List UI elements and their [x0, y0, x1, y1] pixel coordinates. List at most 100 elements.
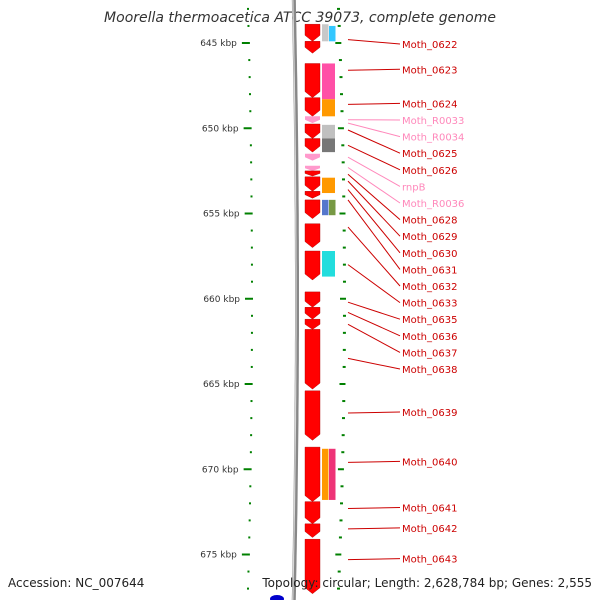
gene-label: Moth_R0036 [402, 199, 464, 210]
domain-layer [322, 24, 336, 500]
rna-feature [305, 153, 320, 161]
domain-box [329, 199, 336, 216]
label-leader-line [347, 264, 401, 304]
kbp-label: 670 kbp [202, 465, 239, 475]
kbp-label: 650 kbp [202, 124, 239, 134]
gene-label: Moth_0624 [402, 99, 457, 110]
cds-feature [304, 170, 321, 177]
label-leader-line [347, 156, 401, 187]
domain-box [322, 177, 335, 194]
label-leader-line [347, 301, 401, 320]
label-leader-line [347, 527, 401, 530]
label-leader-line [347, 68, 401, 71]
label-leader-line [347, 311, 401, 337]
cds-feature [304, 191, 321, 199]
label-leader-line [347, 323, 401, 353]
cds-feature [304, 250, 321, 281]
cds-feature [304, 24, 321, 42]
cds-feature [304, 63, 321, 98]
gene-label: Moth_0630 [402, 249, 457, 260]
gene-label: Moth_0640 [402, 457, 457, 468]
gene-label: Moth_0643 [402, 555, 457, 566]
domain-box [322, 138, 335, 153]
label-leader-line [347, 189, 401, 254]
cds-feature [304, 446, 321, 502]
gene-label: Moth_0638 [402, 365, 457, 376]
gene-label: Moth_0641 [402, 504, 457, 515]
gene-label: Moth_0633 [402, 299, 457, 310]
domain-box [322, 63, 335, 100]
domain-box [322, 24, 329, 42]
rna-feature [305, 116, 320, 124]
label-leader-line [347, 460, 401, 463]
gene-label: Moth_0639 [402, 408, 457, 419]
label-leader-line [347, 507, 401, 509]
domain-box [322, 99, 335, 117]
kbp-label: 645 kbp [200, 39, 237, 49]
map-title: Moorella thermoacetica ATCC 39073, compl… [104, 10, 496, 26]
gene-label: Moth_0636 [402, 332, 457, 343]
gene-label: rnpB [402, 182, 426, 193]
label-leader-line [347, 180, 401, 237]
cds-feature [304, 123, 321, 139]
label-leader-line [347, 129, 401, 154]
gene-label: Moth_0628 [402, 216, 457, 227]
bottom-marker-icon [270, 595, 284, 600]
cds-feature [304, 291, 321, 308]
label-leader-line [347, 102, 401, 105]
domain-box [322, 251, 335, 277]
cds-feature [304, 97, 321, 117]
cds-feature [304, 319, 321, 330]
cds-feature [304, 138, 321, 153]
cds-feature [304, 329, 321, 390]
gene-label: Moth_R0034 [402, 133, 464, 144]
domain-box [329, 25, 336, 42]
label-leader-line [347, 167, 401, 204]
label-leader-line [347, 122, 401, 138]
tick-layer: 645 kbp 650 kbp 655 kbp 660 kbp 665 kbp 670 k… [200, 7, 346, 590]
cds-feature [304, 390, 321, 441]
label-leader-line [347, 357, 401, 370]
gene-label: Moth_0622 [402, 40, 457, 51]
domain-box [329, 448, 336, 500]
gene-label: Moth_0623 [402, 65, 457, 76]
gene-label: Moth_0626 [402, 166, 457, 177]
label-leader-line [347, 39, 401, 45]
label-leader-line [347, 173, 401, 220]
accession-text: Accession: NC_007644 [8, 576, 145, 590]
rna-feature [305, 165, 320, 171]
topology-text: Topology: circular; Length: 2,628,784 bp… [262, 576, 592, 590]
gene-label: Moth_0625 [402, 149, 457, 160]
cds-feature [304, 539, 321, 594]
gene-label: Moth_0635 [402, 315, 457, 326]
gene-label: Moth_R0033 [402, 116, 464, 127]
cds-feature [304, 501, 321, 525]
backbone-highlight [292, 0, 297, 600]
gene-label: Moth_0631 [402, 265, 457, 276]
gene-label: Moth_0637 [402, 348, 457, 359]
kbp-label: 660 kbp [203, 295, 240, 305]
label-leader-line [347, 144, 401, 171]
kbp-label: 655 kbp [203, 210, 240, 220]
cds-feature [304, 176, 321, 192]
label-leader-line [347, 226, 401, 287]
cds-feature [304, 41, 321, 54]
gene-label: Moth_0629 [402, 232, 457, 243]
cds-feature [304, 307, 321, 320]
gene-label: Moth_0632 [402, 282, 457, 293]
cds-feature [304, 523, 321, 538]
backbone-layer [270, 0, 299, 600]
cds-feature [304, 223, 321, 248]
label-leader-line [347, 411, 401, 414]
label-leader-line [347, 558, 401, 561]
domain-box [322, 124, 335, 139]
label-leader-line [347, 199, 401, 270]
genome-backbone [291, 0, 299, 600]
gene-label: Moth_0642 [402, 524, 457, 535]
kbp-label: 665 kbp [203, 380, 240, 390]
domain-box [322, 199, 329, 216]
domain-box [322, 448, 329, 500]
feature-layer [304, 24, 321, 594]
gene-label-layer: Moth_0622 Moth_0623 Moth_0624 Moth_R0033 Mot… [347, 39, 464, 566]
